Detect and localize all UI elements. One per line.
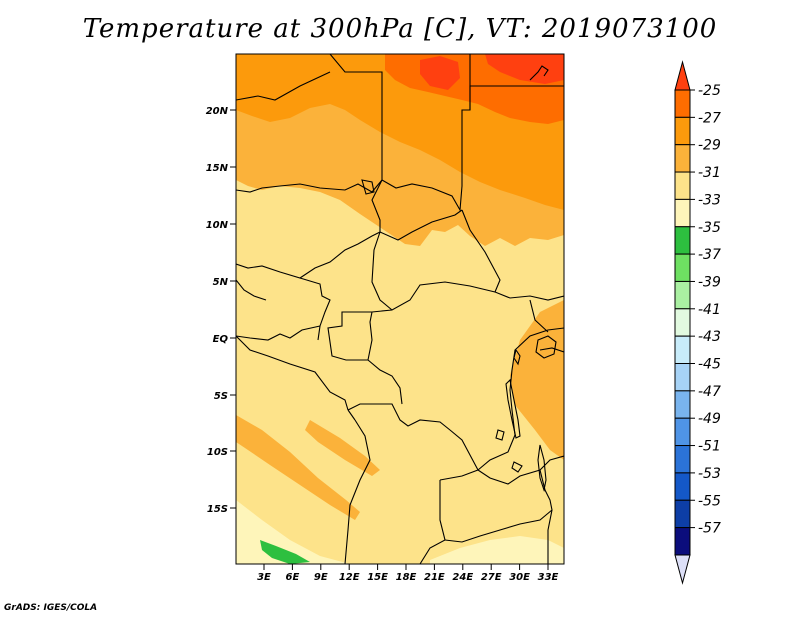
legend-label: -53 [698, 466, 721, 482]
legend-swatch [674, 417, 691, 447]
legend-label: -51 [698, 439, 721, 455]
legend-swatch [674, 89, 691, 118]
lon-tick-label: 15E [367, 572, 388, 583]
grads-credit: GrADS: IGES/COLA [4, 603, 98, 613]
contour-band-above-25 [420, 56, 460, 90]
lon-tick-label: 33E [538, 572, 559, 583]
lake-tanganyika [505, 378, 521, 439]
lon-tick-label: 6E [286, 572, 300, 583]
lon-tick-label: 9E [314, 572, 328, 583]
lat-tick-label: 10N [206, 220, 229, 231]
lon-tick-label: 21E [424, 572, 445, 583]
legend-swatch [674, 335, 691, 364]
legend-label: -39 [698, 274, 721, 290]
lon-tick-label: 12E [339, 572, 360, 583]
legend-label: -31 [698, 165, 721, 181]
lat-tick-label: 15S [207, 504, 228, 515]
lat-tick-label: 10S [207, 447, 228, 458]
map-panel: 20N 15N 10N 5N EQ 5S 10S 15S 3E 6E 9E 12E 15E 18E 21E… [206, 53, 565, 583]
legend-swatch [674, 253, 691, 282]
legend-swatch [674, 198, 691, 228]
latitude-ticks: 20N 15N 10N 5N EQ 5S 10S 15S [206, 106, 236, 515]
lakes [361, 179, 557, 493]
legend-label: -35 [698, 220, 721, 236]
legend-swatch [674, 144, 691, 173]
lon-tick-label: 24E [452, 572, 473, 583]
legend-top-arrow [674, 60, 691, 91]
lon-tick-label: 18E [396, 572, 417, 583]
lon-tick-label: 30E [509, 572, 530, 583]
contour-band-above-25-2 [485, 54, 564, 84]
legend-label: -25 [698, 83, 721, 99]
lake-chad [361, 179, 375, 195]
contour-band-29-31-southwest-2 [305, 420, 380, 476]
legend-label: -43 [698, 329, 721, 345]
legend-swatch [674, 445, 691, 474]
legend-label: -37 [698, 247, 721, 263]
map-frame [235, 53, 565, 565]
legend-label: -49 [698, 411, 721, 427]
lon-tick-label: 3E [257, 572, 271, 583]
legend-swatch [674, 171, 691, 200]
red-sea-coast [529, 65, 549, 81]
legend-label: -29 [698, 138, 721, 154]
legend-swatch [674, 390, 691, 419]
lat-tick-label: EQ [213, 334, 229, 345]
contour-band-35-37 [260, 540, 310, 564]
contour-band-33-35-east [430, 536, 564, 564]
lat-tick-label: 5N [213, 277, 229, 288]
legend-label: -45 [698, 357, 721, 373]
legend-label: -41 [698, 302, 721, 318]
legend-swatch [674, 472, 691, 501]
legend-swatch [674, 499, 691, 529]
legend-swatch [674, 527, 691, 556]
lon-tick-label: 27E [481, 572, 502, 583]
color-legend: -25 -27 -29 -31 -33 -35 -37 -39 -41 -43 -45 -47 -49 -… [674, 60, 721, 585]
legend-label: -27 [698, 110, 721, 126]
legend-swatch [674, 116, 691, 146]
lake-victoria [535, 335, 557, 359]
lat-tick-label: 20N [206, 106, 229, 117]
lake-kariba [511, 461, 523, 473]
map-title: Temperature at 300hPa [C], VT: 201907310… [82, 14, 718, 44]
lat-tick-label: 5S [214, 391, 228, 402]
country-borders [236, 54, 564, 564]
legend-label: -55 [698, 493, 721, 509]
legend-bottom-arrow [674, 554, 691, 585]
longitude-ticks: 3E 6E 9E 12E 15E 18E 21E 24E 27E 30E 33E [257, 564, 559, 583]
legend-swatch [674, 280, 691, 310]
lake-malawi [537, 444, 547, 493]
lake-kivu [513, 348, 521, 366]
lat-tick-label: 15N [206, 163, 229, 174]
legend-swatch [674, 226, 691, 255]
legend-swatch [674, 308, 691, 337]
legend-swatch [674, 363, 691, 392]
legend-label: -33 [698, 192, 721, 208]
legend-label: -57 [698, 521, 721, 537]
contour-band-29-31-east [510, 300, 564, 460]
lake-mweru [495, 429, 505, 441]
contour-band-29-31-southwest [236, 415, 360, 520]
legend-label: -47 [698, 384, 721, 400]
